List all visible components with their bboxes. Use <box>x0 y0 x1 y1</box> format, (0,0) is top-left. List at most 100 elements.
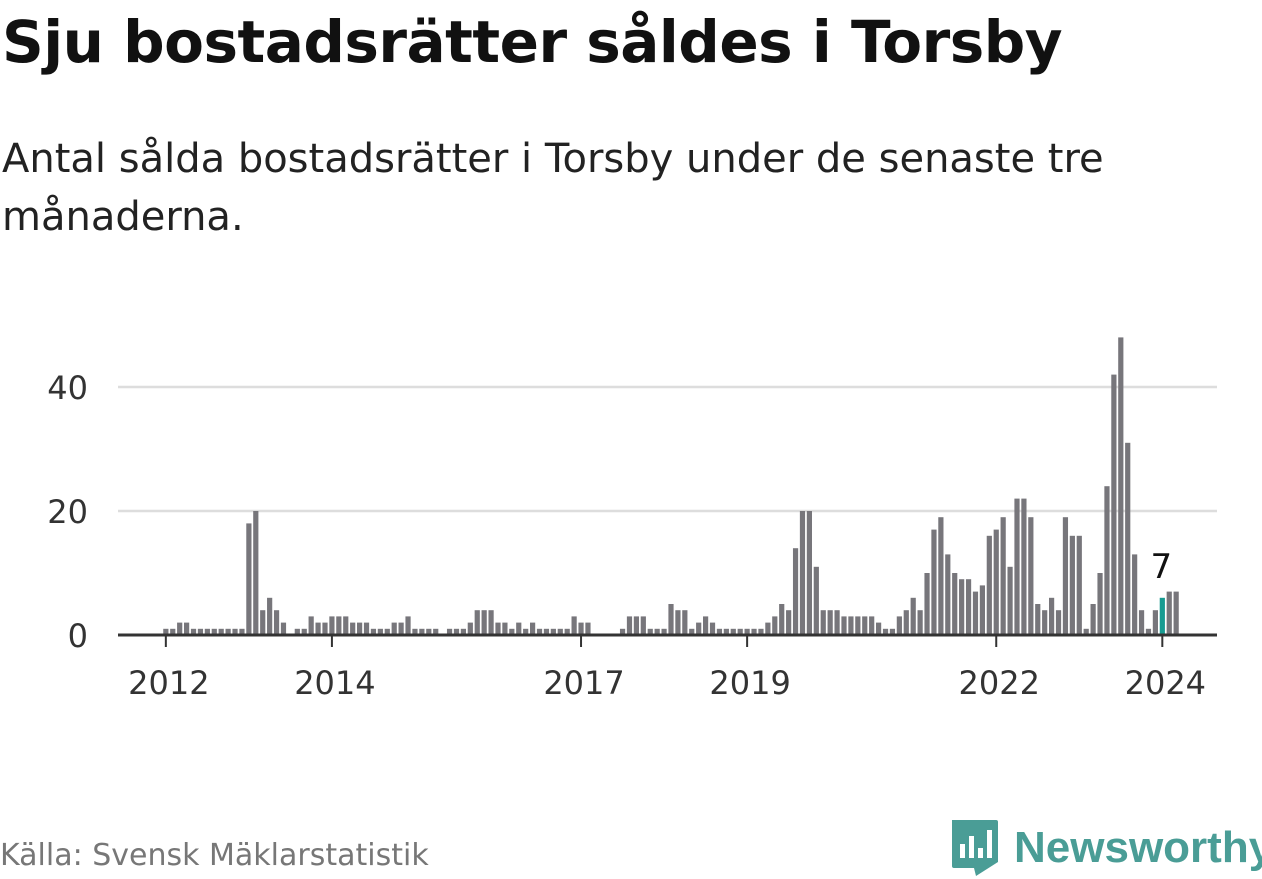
bar <box>267 597 273 635</box>
bar <box>855 616 861 635</box>
bar <box>786 610 792 635</box>
bar <box>232 628 238 635</box>
bar <box>965 579 972 635</box>
bar <box>398 622 404 635</box>
bar <box>481 610 487 635</box>
bar <box>571 616 577 635</box>
bar <box>329 616 335 635</box>
bar <box>820 610 826 635</box>
bar <box>813 566 819 635</box>
bar <box>640 616 646 635</box>
latest-value-label: 7 <box>1150 547 1172 587</box>
y-tick-label: 0 <box>68 617 88 655</box>
bar <box>488 610 494 635</box>
bar <box>384 628 390 635</box>
bar <box>661 628 667 635</box>
bar <box>405 616 411 635</box>
bar <box>502 622 508 635</box>
bar <box>910 597 916 635</box>
bar <box>301 628 307 635</box>
bar <box>730 628 736 635</box>
bar <box>619 628 626 635</box>
bar <box>315 622 321 635</box>
bar <box>536 628 543 635</box>
bar <box>294 628 300 635</box>
bar <box>1076 535 1082 635</box>
bar <box>675 610 681 635</box>
bar <box>917 610 923 635</box>
bar <box>647 628 653 635</box>
bar <box>924 573 930 635</box>
bar <box>218 628 224 635</box>
bar <box>668 604 674 635</box>
bar <box>938 517 944 635</box>
bar <box>460 628 466 635</box>
bar <box>163 628 169 635</box>
bar <box>239 628 245 635</box>
bar <box>426 628 432 635</box>
bar-latest-highlight <box>1159 597 1165 635</box>
chart-title: Sju bostadsrätter såldes i Torsby <box>2 8 1063 76</box>
x-tick-label: 2014 <box>294 664 375 700</box>
bar <box>412 628 418 635</box>
bar <box>1042 610 1048 635</box>
bar <box>530 622 536 635</box>
bar <box>765 622 771 635</box>
bar <box>1173 591 1179 635</box>
bar <box>523 628 529 635</box>
bar <box>350 622 356 635</box>
bar <box>841 616 847 635</box>
bar <box>633 616 639 635</box>
bar <box>1014 498 1020 635</box>
bar <box>495 622 501 635</box>
bar <box>322 622 328 635</box>
y-tick-label: 40 <box>47 369 88 407</box>
bar <box>772 616 778 635</box>
bar <box>585 622 591 635</box>
y-tick-label: 20 <box>47 493 88 531</box>
bar <box>253 511 259 635</box>
bar <box>1097 573 1103 635</box>
x-tick-label: 2012 <box>128 664 209 700</box>
bar <box>703 616 709 635</box>
bar <box>876 622 882 635</box>
bar <box>903 610 909 635</box>
bar <box>827 610 833 635</box>
bar <box>273 610 280 635</box>
bar <box>1125 442 1131 635</box>
brand-logo: Newsworthy <box>950 818 1262 878</box>
bar <box>682 610 688 635</box>
bar <box>779 604 785 635</box>
bar <box>308 616 314 635</box>
bar <box>1062 517 1069 635</box>
bar <box>197 628 204 635</box>
bar <box>723 628 729 635</box>
brand-name: Newsworthy <box>1014 823 1262 872</box>
bar <box>1138 610 1145 635</box>
bar <box>972 591 979 635</box>
x-tick-label: 2022 <box>959 664 1040 700</box>
bar <box>751 628 757 635</box>
bar <box>1104 486 1110 635</box>
bar <box>1028 517 1034 635</box>
bar <box>848 616 854 635</box>
bar <box>363 622 370 635</box>
bar <box>453 628 460 635</box>
bar <box>204 628 210 635</box>
bar <box>862 616 868 635</box>
bar <box>882 628 889 635</box>
bar <box>1145 628 1152 635</box>
bar <box>986 535 992 635</box>
bar <box>557 628 563 635</box>
bar <box>896 616 902 635</box>
bar <box>343 616 349 635</box>
bar <box>474 610 480 635</box>
x-tick-label: 2024 <box>1125 664 1206 700</box>
bar <box>433 628 439 635</box>
bar <box>931 529 937 635</box>
bar <box>1111 374 1117 635</box>
bar <box>357 622 363 635</box>
bar <box>1132 554 1138 635</box>
bar <box>834 610 840 635</box>
bar <box>1021 498 1027 635</box>
